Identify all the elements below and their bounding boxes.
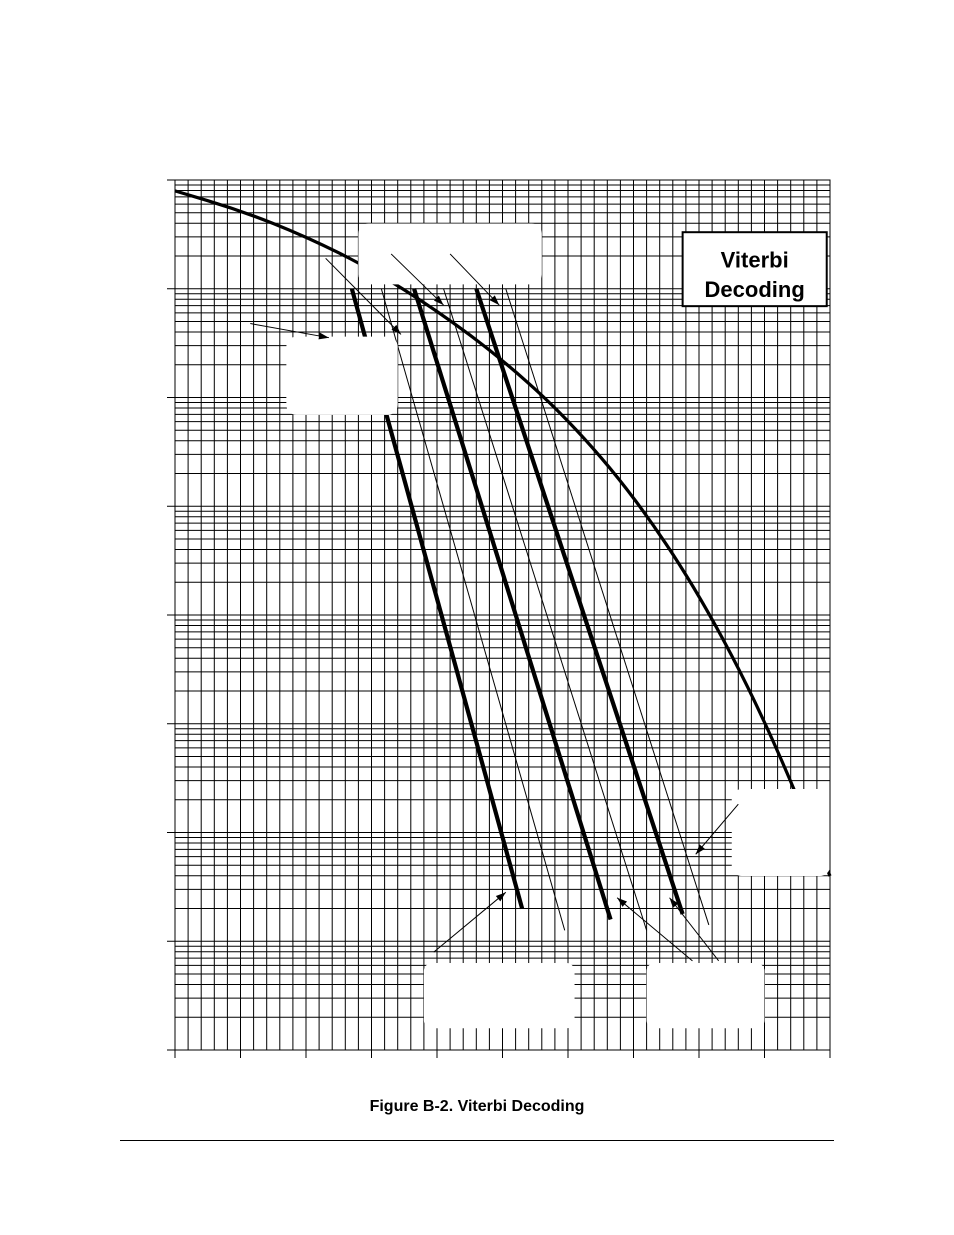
chart-title-line2: Decoding (705, 277, 805, 302)
mask-3 (424, 963, 575, 1028)
chart-container: Viterbi Decoding (175, 180, 830, 1050)
mask-2 (732, 789, 830, 876)
mask-0 (358, 224, 541, 285)
mask-1 (286, 337, 397, 415)
page: Viterbi Decoding Figure B-2. Viterbi Deco… (0, 0, 954, 1235)
mask-4 (647, 963, 765, 1028)
footer-rule (120, 1140, 834, 1141)
chart-title-box: Viterbi Decoding (683, 232, 827, 306)
viterbi-chart: Viterbi Decoding (175, 180, 830, 1050)
chart-title-line1: Viterbi (721, 248, 789, 273)
figure-caption: Figure B-2. Viterbi Decoding (0, 1098, 954, 1116)
